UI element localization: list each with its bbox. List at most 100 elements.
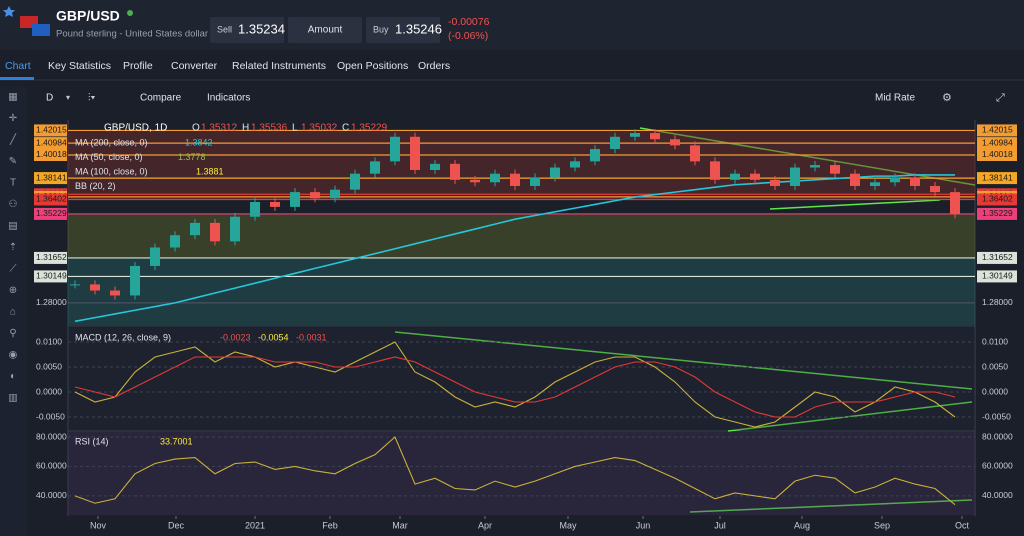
interval-caret[interactable]: ▾ [66, 93, 70, 102]
level-band [68, 130, 975, 195]
tab[interactable]: Converter [171, 60, 218, 72]
tool-icon[interactable]: ⇡ [9, 242, 17, 253]
x-tick-label: Jun [636, 520, 651, 530]
tool-icon[interactable]: ▦ [8, 92, 17, 103]
y-tick-label: 1.40984 [982, 137, 1013, 147]
candle [610, 136, 620, 150]
candle [350, 173, 360, 190]
y-tick-label: 0.0050 [982, 361, 1008, 371]
ohlc-key: H [242, 123, 249, 134]
candle [250, 201, 260, 217]
tool-icon[interactable]: ▥ [8, 393, 17, 404]
candle [170, 235, 180, 248]
y-tick-label: 0.0000 [982, 386, 1008, 396]
candle [290, 192, 300, 207]
level-tag [34, 172, 67, 185]
tool-icon[interactable]: ◉ [9, 350, 18, 361]
status-dot [127, 10, 133, 16]
level-tag [34, 207, 67, 220]
flag-us [32, 24, 50, 36]
tab[interactable]: Open Positions [337, 60, 408, 72]
tool-icon[interactable]: T [10, 178, 16, 189]
tool-icon[interactable]: ╱ [9, 133, 17, 146]
tab[interactable]: Related Instruments [232, 60, 326, 72]
x-tick-label: May [559, 520, 577, 530]
x-tick-label: Nov [90, 520, 107, 530]
candle [590, 149, 600, 162]
tool-sidebar [0, 86, 26, 536]
indicator-value: 1.3842 [185, 137, 213, 147]
sell-button[interactable] [210, 17, 284, 43]
y-tick-label: 1.36402 [36, 194, 67, 204]
y-tick-label: 1.42015 [36, 125, 67, 135]
fullscreen-icon[interactable]: ⤢ [996, 92, 1005, 104]
tool-icon[interactable]: ⚇ [9, 199, 18, 210]
candle [890, 177, 900, 183]
tab[interactable]: Chart [5, 60, 31, 72]
level-tag [34, 270, 67, 283]
candle [830, 165, 840, 174]
settings-icon[interactable]: ⚙ [942, 92, 952, 104]
readout: -0.0031 [296, 332, 327, 342]
indicators[interactable]: Indicators [207, 93, 250, 104]
tool-icon[interactable]: ⌂ [10, 307, 16, 318]
panel-background [68, 328, 975, 430]
tool-icon[interactable]: ⊕ [9, 285, 17, 296]
tool-icon[interactable]: ✛ [9, 113, 17, 124]
y-tick-label: -0.0050 [982, 411, 1011, 421]
trend-line [769, 199, 941, 210]
panel-title: RSI (14) [75, 436, 109, 446]
chart-type-icon[interactable]: ⫶▾ [88, 93, 96, 104]
candle [110, 290, 120, 296]
ohlc-value: 1.35229 [351, 123, 388, 134]
tool-icon[interactable]: ✎ [9, 156, 17, 167]
y-tick-label: 1.31652 [982, 252, 1013, 262]
tab[interactable]: Key Statistics [48, 60, 111, 72]
tool-icon[interactable]: ⟋ [10, 264, 17, 275]
candle [850, 173, 860, 186]
candle [370, 161, 380, 174]
candle [530, 177, 540, 186]
change: -0.00076 [448, 16, 490, 28]
candle [490, 173, 500, 183]
star-icon[interactable] [3, 6, 15, 17]
x-tick-label: Mar [392, 520, 408, 530]
level-tag [34, 193, 67, 206]
level-tag [977, 207, 1017, 220]
series-line [74, 174, 955, 323]
y-tick-label: 40.0000 [36, 490, 67, 500]
tab[interactable]: Orders [418, 60, 450, 72]
tool-icon[interactable]: ⚲ [9, 328, 16, 339]
y-tick-label: 0.0100 [982, 336, 1008, 346]
ohlc-value: 1.35536 [251, 123, 288, 134]
candle [70, 284, 80, 286]
candle [310, 192, 320, 199]
y-tick-label: 1.36402 [982, 194, 1013, 204]
indicator-name: MA (50, close, 0) [75, 152, 143, 162]
tool-icon[interactable]: ▤ [8, 221, 17, 232]
amount-input[interactable] [288, 17, 362, 43]
indicator-name: MA (100, close, 0) [75, 166, 148, 176]
y-tick-label: 1.40018 [36, 149, 67, 159]
y-tick-label: 80.0000 [982, 431, 1013, 441]
buy-button[interactable] [366, 17, 440, 43]
candle [710, 161, 720, 180]
x-tick-label: Feb [322, 520, 338, 530]
change-percent: (-0.06%) [448, 30, 488, 42]
level-tag [34, 251, 67, 264]
indicator-value: 1.3881 [196, 166, 224, 176]
interval[interactable]: D [46, 93, 53, 104]
candle [910, 177, 920, 186]
level-tag [977, 193, 1017, 206]
header-bar [0, 0, 1024, 50]
x-tick-label: Aug [794, 520, 810, 530]
tool-icon[interactable]: ◐ [10, 371, 16, 382]
x-tick-label: Oct [955, 520, 970, 530]
compare[interactable]: Compare [140, 93, 182, 104]
tab[interactable]: Profile [123, 60, 153, 72]
y-tick-label: 40.0000 [982, 490, 1013, 500]
rate-select[interactable]: Mid Rate [875, 93, 915, 104]
y-tick-label: 1.30149 [36, 271, 67, 281]
x-tick-label: Apr [478, 520, 492, 530]
